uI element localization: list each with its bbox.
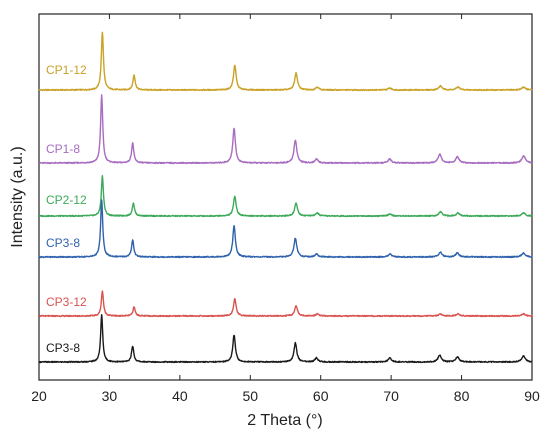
series-line-cp1-12 (38, 31, 533, 92)
series-label: CP3-12 (46, 295, 87, 309)
x-tick-label: 20 (31, 388, 47, 404)
y-axis-label: Intensity (a.u.) (9, 146, 26, 247)
series-line-cp1-8 (38, 94, 533, 165)
x-tick-label: 30 (102, 388, 118, 404)
x-tick-label: 60 (313, 388, 329, 404)
series-line-cp2-12 (38, 174, 533, 218)
series-label: CP2-12 (46, 193, 87, 207)
series-line-cp3-12 (38, 290, 533, 318)
series-label: CP1-12 (46, 63, 87, 77)
series-label-layer: CP1-12 CP1-8 CP2-12 CP3-8 CP3-12 CP3-8 (46, 63, 87, 355)
series-label: CP3-8 (46, 236, 80, 250)
x-axis-ticks: 20 30 40 50 60 70 80 90 (31, 14, 540, 404)
series-layer (38, 31, 533, 364)
x-tick-label: 40 (172, 388, 188, 404)
x-tick-label: 90 (524, 388, 540, 404)
x-tick-label: 50 (242, 388, 258, 404)
x-axis-label: 2 Theta (°) (247, 412, 322, 429)
plot-frame (38, 13, 533, 381)
series-line-cp3-8 (38, 199, 533, 259)
series-line-cp3-8 (38, 314, 533, 364)
series-label: CP3-8 (46, 341, 80, 355)
x-tick-label: 70 (383, 388, 399, 404)
x-tick-label: 80 (454, 388, 470, 404)
series-label: CP1-8 (46, 142, 80, 156)
